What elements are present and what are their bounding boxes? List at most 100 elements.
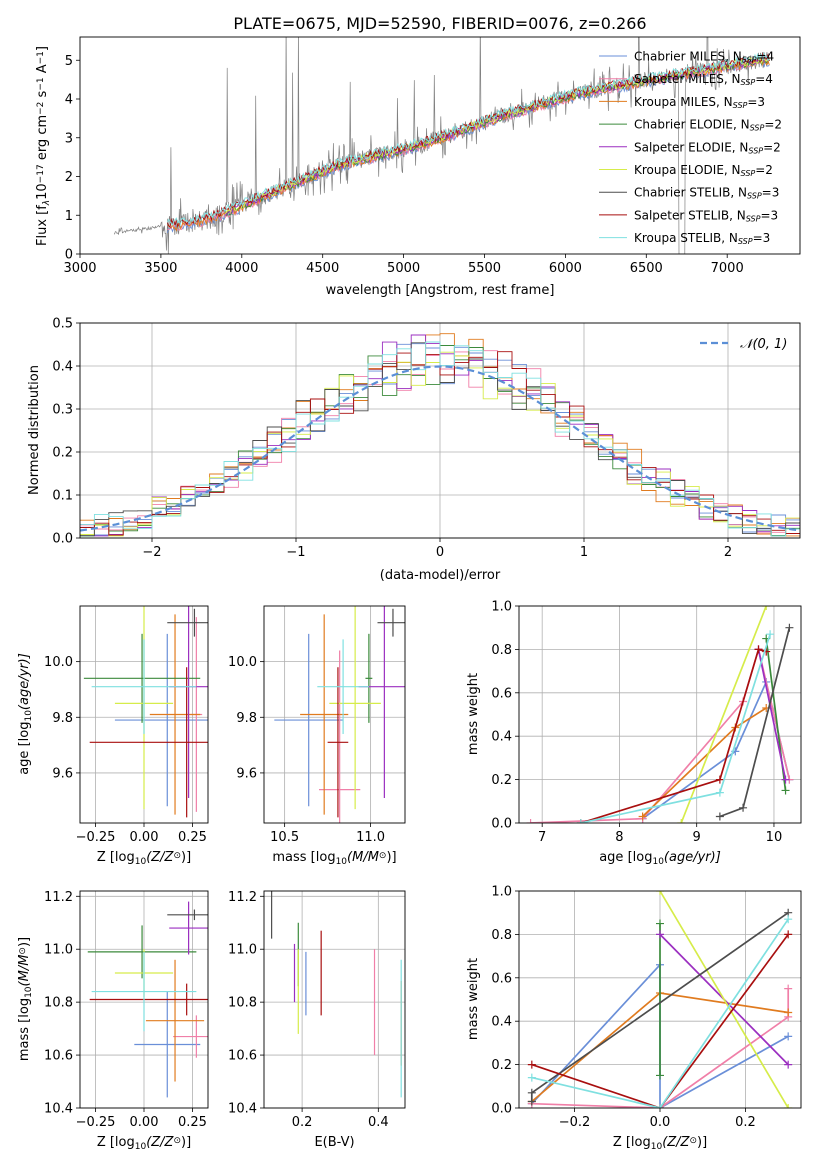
y-tick-label: 10.6 <box>44 1049 73 1064</box>
x-axis-label-part: )] <box>181 1135 191 1150</box>
spectrum-axes: 3000 3500 4000 4500 5000 5500 6000 6500 7000 0 1 2 3… <box>63 54 743 276</box>
weight-marker <box>784 1008 793 1017</box>
y-tick-label: 0 <box>65 248 73 263</box>
weight-marker <box>781 775 790 784</box>
y-tick-label: 0.4 <box>491 730 512 745</box>
weight-marker <box>527 1060 536 1069</box>
legend-label-part: =3 <box>762 186 780 200</box>
weight-marker <box>526 819 535 823</box>
y-axis-label: mass [log10(M/M⊙)] <box>17 937 34 1061</box>
y-axis-label-part: A <box>35 64 50 77</box>
weight-line-salpeter_elodie <box>757 649 787 780</box>
legend-label-part: =3 <box>753 231 771 245</box>
x-tick-label: 8 <box>615 830 623 845</box>
legend-label-part: SSP <box>741 169 756 178</box>
legend-label: Salpeter ELODIE, NSSP=2 <box>634 140 781 155</box>
weight-marker <box>785 623 794 632</box>
y-tick-label: 9.8 <box>52 711 73 726</box>
x-axis-label-part: )] <box>386 850 396 865</box>
x-axis-label-part: Z [log <box>613 1135 651 1150</box>
y-axis-label-part: mass [log <box>17 998 32 1061</box>
mass-vs-Z-axes: −0.25 0.00 0.25 10.4 10.6 10.8 11.0 11.2 <box>44 890 208 1130</box>
model-spectrum-chabrier_miles <box>166 59 770 234</box>
y-tick-label: 10.0 <box>228 655 257 670</box>
weight-marker <box>762 606 771 610</box>
mass-vs-Z-frame <box>79 890 209 1109</box>
x-axis-label-part: )] <box>181 850 191 865</box>
x-axis-label: Z [log10(Z/Z⊙)] <box>613 1135 707 1152</box>
legend-label-part: Chabrier ELODIE, N <box>634 118 750 132</box>
x-tick-label: 10.5 <box>270 830 299 845</box>
x-tick-label: 4000 <box>225 261 258 276</box>
x-axis-label-part: 10 <box>135 857 147 867</box>
y-tick-label: 0.2 <box>491 773 512 788</box>
legend-label: Kroupa STELIB, NSSP=3 <box>634 231 770 246</box>
legend-label-part: Kroupa ELODIE, N <box>634 163 741 177</box>
y-axis-label-part: (age/yr)] <box>17 653 32 710</box>
x-axis-label: Z [log10(Z/Z⊙)] <box>97 1135 191 1152</box>
plot-area <box>113 37 770 254</box>
y-tick-label: 0.0 <box>491 1102 512 1117</box>
mass-vs-EBV-frame <box>263 890 406 1109</box>
y-tick-label: 9.6 <box>52 766 73 781</box>
x-tick-label: 6000 <box>549 261 582 276</box>
y-tick-label: 4 <box>65 93 73 108</box>
weight-marker <box>576 819 585 823</box>
y-axis-label-part: ] <box>35 46 50 51</box>
age-vs-mass-axes: 10.5 11.0 9.6 9.8 10.0 <box>228 606 405 845</box>
legend-label-part: SSP <box>742 56 757 65</box>
x-tick-label: 0.4 <box>368 1115 389 1130</box>
x-axis-label: age [log10(age/yr)] <box>599 850 721 867</box>
x-axis-label-part: age [log <box>599 850 652 865</box>
x-axis-label-part: 10 <box>135 1142 147 1152</box>
weight-marker <box>766 630 775 639</box>
legend-label-part: Chabrier STELIB, N <box>634 186 747 200</box>
y-tick-label: 10.8 <box>228 996 257 1011</box>
y-axis-label-part: λ <box>42 200 52 206</box>
x-tick-label: −0.2 <box>559 1115 591 1130</box>
weight-marker <box>527 1073 536 1082</box>
age-vs-Z-axes: −0.25 0.00 0.25 9.6 9.8 10.0 <box>44 606 208 845</box>
x-axis-label: E(B-V) <box>314 1135 354 1150</box>
legend-label-part: SSP <box>750 124 765 133</box>
x-axis-label-part: ⊙ <box>689 1136 697 1146</box>
y-axis-label: mass weight <box>466 673 481 755</box>
residuals-frame <box>79 322 801 539</box>
x-tick-label: 0.25 <box>178 830 207 845</box>
legend-label: Salpeter MILES, NSSP=4 <box>634 72 773 87</box>
x-tick-label: 6500 <box>630 261 663 276</box>
x-axis-label: wavelength [Angstrom, rest frame] <box>326 283 555 298</box>
x-axis-label-part: 10 <box>336 857 348 867</box>
x-tick-label: 10 <box>766 830 783 845</box>
x-tick-label: 3000 <box>63 261 96 276</box>
legend-label-part: Kroupa STELIB, N <box>634 231 738 245</box>
plot-area <box>274 606 405 823</box>
x-tick-label: 2 <box>724 545 732 560</box>
legend-label-part: SSP <box>741 78 756 87</box>
legend-label: Salpeter STELIB, NSSP=3 <box>634 208 778 223</box>
y-tick-label: 5 <box>65 54 73 69</box>
legend-label-part: Salpeter ELODIE, N <box>634 140 748 154</box>
y-tick-label: 9.6 <box>236 766 257 781</box>
y-tick-label: 0.3 <box>52 403 73 418</box>
x-tick-label: −2 <box>142 545 161 560</box>
y-tick-label: 10.8 <box>44 996 73 1011</box>
y-tick-label: 0.8 <box>491 643 512 658</box>
weight-marker <box>656 1071 664 1080</box>
weight-marker <box>754 645 763 654</box>
y-axis-label-part: −2 <box>36 102 46 115</box>
x-tick-label: 7 <box>538 830 546 845</box>
y-tick-label: 0.6 <box>491 686 512 701</box>
x-axis-label-part: 10 <box>651 1142 663 1152</box>
y-tick-label: 0.2 <box>491 1058 512 1073</box>
x-axis-label-part: (age/yr)] <box>664 850 721 865</box>
plot-area <box>87 901 208 1098</box>
histogram-kroupa_stelib <box>80 341 800 537</box>
weight-vs-age-frame <box>518 605 802 824</box>
x-axis-label-part: 10 <box>652 857 664 867</box>
x-tick-label: 0 <box>436 545 444 560</box>
weight-marker <box>656 930 664 939</box>
x-axis-label: mass [log10(M/M⊙)] <box>272 850 396 867</box>
weight-line-salpeter_miles <box>531 988 790 1108</box>
